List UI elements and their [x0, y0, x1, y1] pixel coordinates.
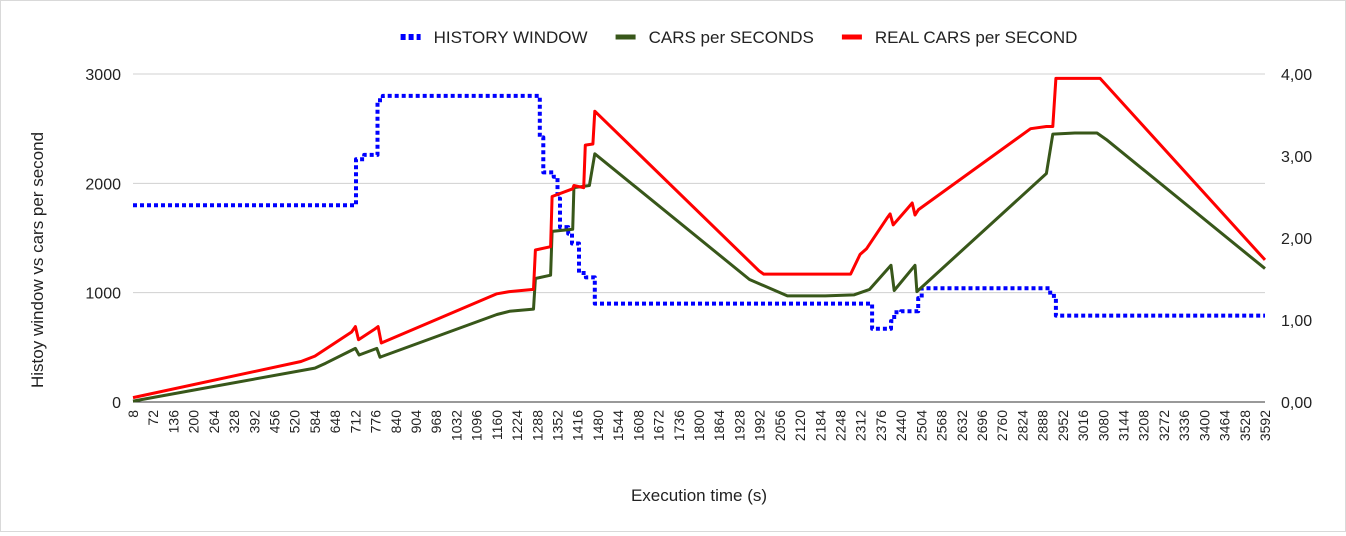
x-tick-label: 2056 — [772, 410, 788, 441]
y-tick-label: 0 — [112, 395, 121, 412]
x-tick-label: 1928 — [731, 410, 747, 441]
x-tick-label: 8 — [125, 410, 141, 418]
y2-tick-label: 0,00 — [1281, 395, 1312, 412]
x-tick-label: 2376 — [873, 410, 889, 441]
legend: HISTORY WINDOW CARS per SECONDS REAL CARS … — [400, 28, 1077, 47]
x-tick-label: 2504 — [913, 410, 929, 441]
x-tick-label: 776 — [368, 410, 384, 434]
x-tick-label: 3592 — [1257, 410, 1273, 441]
axes: 0 1000 2000 3000 0,00 1,00 2,00 3,00 4,00 8 72 136 2… — [85, 67, 1312, 441]
x-tick-label: 1800 — [691, 410, 707, 441]
y2-tick-label: 3,00 — [1281, 149, 1312, 166]
x-tick-label: 840 — [388, 410, 404, 434]
x-tick-label: 2120 — [792, 410, 808, 441]
x-tick-label: 1352 — [550, 410, 566, 441]
series-line-real-cars-per-second — [132, 76, 1267, 400]
x-tick-label: 2440 — [893, 410, 909, 441]
x-tick-label: 648 — [327, 410, 343, 434]
x-tick-label: 1480 — [590, 410, 606, 441]
x-tick-label: 2760 — [994, 410, 1010, 441]
x-tick-label: 3144 — [1116, 410, 1132, 441]
x-tick-label: 3208 — [1136, 410, 1152, 441]
x-tick-label: 136 — [165, 410, 181, 434]
x-tick-label: 1544 — [610, 410, 626, 441]
x-tick-label: 1736 — [671, 410, 687, 441]
x-tick-label: 2184 — [812, 410, 828, 441]
x-tick-label: 3080 — [1095, 410, 1111, 441]
x-tick-label: 2888 — [1035, 410, 1051, 441]
x-tick-label: 1288 — [529, 410, 545, 441]
x-tick-label: 1608 — [630, 410, 646, 441]
x-tick-label: 2952 — [1055, 410, 1071, 441]
legend-label-real-cars-per-second: REAL CARS per SECOND — [875, 28, 1077, 47]
x-tick-label: 2632 — [954, 410, 970, 441]
legend-label-cars-per-seconds: CARS per SECONDS — [649, 28, 814, 47]
x-tick-label: 968 — [428, 410, 444, 434]
x-tick-label: 1032 — [448, 410, 464, 441]
y-tick-label: 3000 — [85, 67, 121, 84]
y2-tick-label: 1,00 — [1281, 313, 1312, 330]
y-axis-title: Histoy window vs cars per second — [28, 132, 47, 388]
series-lines — [132, 76, 1267, 403]
legend-label-history-window: HISTORY WINDOW — [434, 28, 588, 47]
x-tick-label: 1160 — [489, 410, 505, 440]
x-tick-label: 2696 — [974, 410, 990, 441]
x-tick-label: 1864 — [711, 410, 727, 441]
y-tick-label: 1000 — [85, 286, 121, 303]
series-line-cars-per-seconds — [132, 131, 1266, 403]
x-tick-label: 1224 — [509, 410, 525, 441]
x-tick-label: 200 — [186, 410, 202, 434]
gridlines — [133, 73, 1265, 403]
x-tick-label: 3464 — [1217, 410, 1233, 441]
x-tick-label: 1992 — [752, 410, 768, 441]
x-tick-label: 3528 — [1237, 410, 1253, 441]
x-tick-label: 584 — [307, 410, 323, 434]
x-axis-title: Execution time (s) — [631, 486, 767, 505]
x-tick-label: 1096 — [469, 410, 485, 441]
x-tick-label: 904 — [408, 410, 424, 434]
x-tick-label: 72 — [145, 410, 161, 426]
x-tick-label: 2568 — [934, 410, 950, 441]
x-tick-label: 264 — [206, 410, 222, 434]
series-line-history-window — [133, 93, 1265, 331]
x-tick-label: 3400 — [1196, 410, 1212, 441]
y-tick-label: 2000 — [85, 176, 121, 193]
x-tick-label: 2312 — [853, 410, 869, 441]
y2-tick-label: 4,00 — [1281, 67, 1312, 84]
x-tick-label: 712 — [347, 410, 363, 434]
x-tick-label: 3336 — [1176, 410, 1192, 441]
x-tick-label: 3272 — [1156, 410, 1172, 441]
x-tick-label: 3016 — [1075, 410, 1091, 441]
x-tick-label: 1672 — [651, 410, 667, 441]
x-tick-label: 456 — [267, 410, 283, 434]
x-tick-label: 2824 — [1014, 410, 1030, 441]
x-tick-label: 2248 — [833, 410, 849, 441]
y2-tick-label: 2,00 — [1281, 231, 1312, 248]
x-tick-label: 392 — [246, 410, 262, 434]
x-tick-label: 1416 — [570, 410, 586, 441]
x-tick-label: 520 — [287, 410, 303, 434]
x-tick-label: 328 — [226, 410, 242, 434]
